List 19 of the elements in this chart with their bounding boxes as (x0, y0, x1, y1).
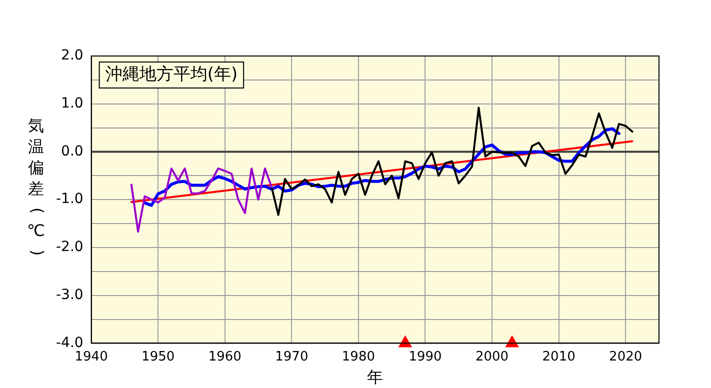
x-tick-label: 1950 (142, 349, 175, 364)
y-tick-label: 0.0 (61, 143, 84, 160)
x-tick-label: 1970 (275, 349, 308, 364)
y-tick-label: 1.0 (61, 96, 84, 112)
x-tick-label: 2020 (609, 349, 642, 364)
x-tick-label: 2010 (542, 349, 576, 364)
text: 沖縄地方平均(年) (105, 64, 238, 84)
y-tick-label: -1.0 (56, 191, 84, 208)
y-tick-label: -2.0 (56, 239, 84, 256)
x-tick-label: 1980 (342, 349, 376, 364)
x-tick-label: 1990 (408, 349, 442, 364)
y-tick-label: -3.0 (56, 286, 84, 303)
x-tick-label: 1940 (74, 349, 108, 364)
y-axis-title: 気温偏差(℃) (27, 116, 47, 256)
y-tick-label: -4.0 (56, 334, 84, 351)
x-tick-label: 2000 (475, 349, 509, 364)
x-axis-title: 年 (367, 368, 384, 387)
y-tick-label: 2.0 (61, 48, 84, 64)
x-tick-label: 1960 (208, 349, 242, 364)
